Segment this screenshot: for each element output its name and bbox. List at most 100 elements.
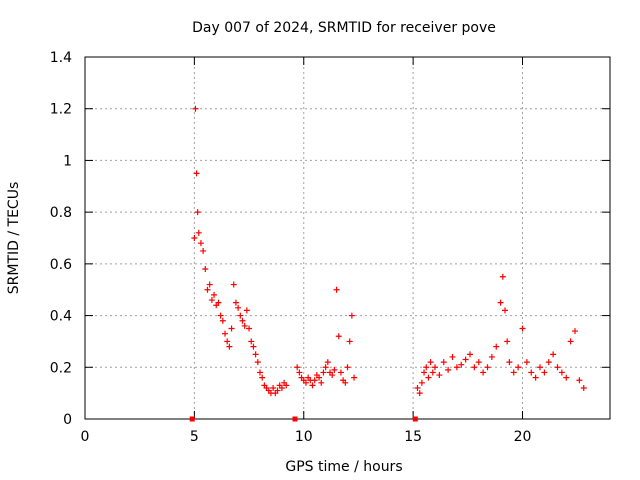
data-point [436,372,443,379]
data-point [202,266,209,273]
data-point [554,364,561,371]
y-tick-label: 1 [63,153,72,169]
data-point [294,364,301,371]
data-point [499,273,506,280]
y-tick-label: 0.4 [50,309,72,325]
data-point [432,364,438,371]
data-point [302,379,309,386]
data-point [497,299,504,306]
y-tick-label: 0.8 [50,205,72,221]
y-tick-label: 1.2 [50,102,72,118]
zero-marker [189,416,195,422]
data-point [342,379,349,386]
data-point [567,338,574,345]
data-point [550,351,557,358]
data-point [230,281,237,288]
data-point [502,307,508,314]
data-point [270,384,277,391]
data-point [462,356,469,363]
data-point [541,369,548,376]
data-point [200,247,207,254]
data-point [528,369,535,376]
data-point [208,297,215,304]
data-point [248,338,255,345]
data-point [228,325,235,332]
data-point [580,384,587,391]
data-point [576,377,583,384]
data-point [257,369,263,376]
data-point [449,353,456,360]
x-tick-label: 20 [514,429,532,445]
data-point [311,377,318,384]
y-tick-label: 0.6 [50,257,72,273]
data-point [458,361,465,368]
data-point [429,369,436,376]
data-point [320,369,327,376]
data-point [243,307,250,314]
data-point [467,351,473,358]
data-point [416,390,423,397]
data-point [194,209,201,216]
data-point [425,374,432,381]
data-point [309,382,316,389]
data-point [241,322,248,329]
data-point [427,359,434,366]
data-point [440,359,447,366]
data-point [453,364,460,371]
data-point [488,353,495,360]
data-point [493,343,500,350]
data-point [191,235,198,241]
data-point [414,384,421,391]
data-point [232,299,239,306]
data-point [192,105,199,112]
data-point [239,317,246,324]
x-axis-label: GPS time / hours [285,459,402,475]
data-points [189,105,587,422]
y-axis-label: SRMTID / TECUs [6,182,22,295]
data-point [235,304,242,311]
data-point [532,374,539,381]
data-point [296,369,303,376]
x-tick-label: 0 [81,429,90,445]
data-point [322,364,329,371]
x-tick-label: 15 [404,429,422,445]
data-point [537,364,543,371]
data-point [335,333,342,340]
data-point [519,325,526,332]
data-point [558,369,565,376]
data-point [333,286,340,293]
data-point [211,291,218,298]
data-point [278,384,285,391]
data-point [259,374,266,381]
data-point [254,359,261,366]
data-point [226,343,233,350]
data-point [324,359,331,366]
x-tick-label: 5 [190,429,199,445]
data-point [484,364,491,371]
data-point [318,379,325,386]
data-point [195,229,202,236]
x-tick-label: 10 [295,429,313,445]
data-point [506,359,513,366]
data-point [504,338,511,345]
data-point [480,369,487,376]
axis-ticks: 0 0.2 0.4 0.6 0.8 1 1.2 1.4 0 5 10 15 20 [50,50,610,445]
y-tick-label: 1.4 [50,50,72,66]
data-point [329,372,336,379]
y-tick-label: 0.2 [50,360,72,376]
data-point [237,312,244,319]
data-point [572,328,578,335]
data-point [563,374,570,381]
zero-marker [292,416,298,422]
chart-title: Day 007 of 2024, SRMTID for receiver pov… [192,20,496,36]
data-point [246,325,253,332]
data-point [421,369,428,376]
data-point [445,366,452,373]
data-point [283,382,290,389]
data-point [346,338,353,345]
data-point [471,364,478,371]
data-point [510,369,517,376]
data-point [331,366,338,373]
